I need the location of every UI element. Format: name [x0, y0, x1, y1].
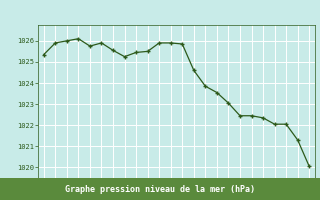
Text: Graphe pression niveau de la mer (hPa): Graphe pression niveau de la mer (hPa) [65, 184, 255, 194]
